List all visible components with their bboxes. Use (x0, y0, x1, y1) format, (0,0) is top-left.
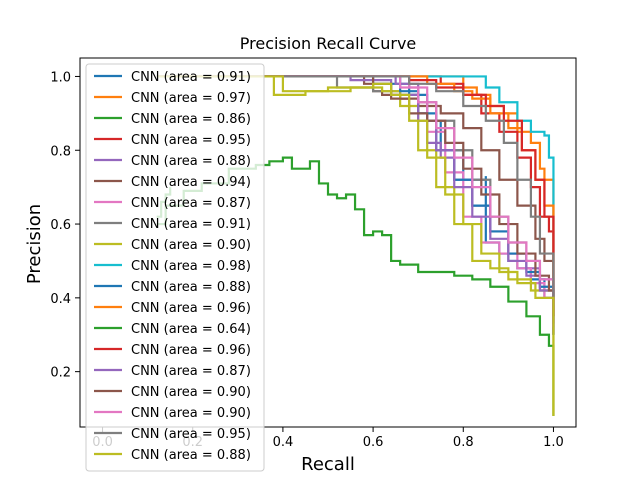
y-tick-label: 1.0 (50, 70, 71, 85)
y-axis-label: Precision (24, 204, 45, 284)
legend-box (85, 63, 265, 472)
legend-label: CNN (area = 0.87) (131, 196, 251, 211)
x-tick-label: 0.4 (273, 435, 294, 450)
legend-label: CNN (area = 0.90) (131, 385, 251, 400)
x-tick-label: 1.0 (543, 435, 564, 450)
series-line-19 (156, 75, 555, 416)
y-tick-label: 0.6 (50, 218, 71, 233)
x-tick-label: 0.8 (453, 435, 474, 450)
x-axis-label: Recall (301, 454, 355, 475)
legend-label: CNN (area = 0.86) (131, 112, 251, 127)
y-tick-label: 0.2 (50, 366, 71, 381)
legend-label: CNN (area = 0.90) (131, 238, 251, 253)
legend-label: CNN (area = 0.88) (131, 154, 251, 169)
legend-label: CNN (area = 0.94) (131, 175, 251, 190)
legend-label: CNN (area = 0.98) (131, 259, 251, 274)
legend-label: CNN (area = 0.95) (131, 427, 251, 442)
legend-label: CNN (area = 0.95) (131, 133, 251, 148)
legend-label: CNN (area = 0.97) (131, 91, 251, 106)
y-tick-label: 0.8 (50, 144, 71, 159)
legend-label: CNN (area = 0.96) (131, 343, 251, 358)
legend-label: CNN (area = 0.88) (131, 448, 251, 463)
legend-label: CNN (area = 0.91) (131, 70, 251, 85)
legend-label: CNN (area = 0.87) (131, 364, 251, 379)
axes-frame (79, 57, 577, 428)
series-line-17 (156, 75, 555, 328)
legend-label: CNN (area = 0.64) (131, 322, 251, 337)
series-line-18 (156, 75, 555, 324)
x-tick-label: 0.6 (363, 435, 384, 450)
y-tick-label: 0.4 (50, 292, 71, 307)
legend-label: CNN (area = 0.91) (131, 217, 251, 232)
legend-label: CNN (area = 0.90) (131, 406, 251, 421)
legend-label: CNN (area = 0.88) (131, 280, 251, 295)
chart-title: Precision Recall Curve (240, 34, 417, 53)
legend-label: CNN (area = 0.96) (131, 301, 251, 316)
